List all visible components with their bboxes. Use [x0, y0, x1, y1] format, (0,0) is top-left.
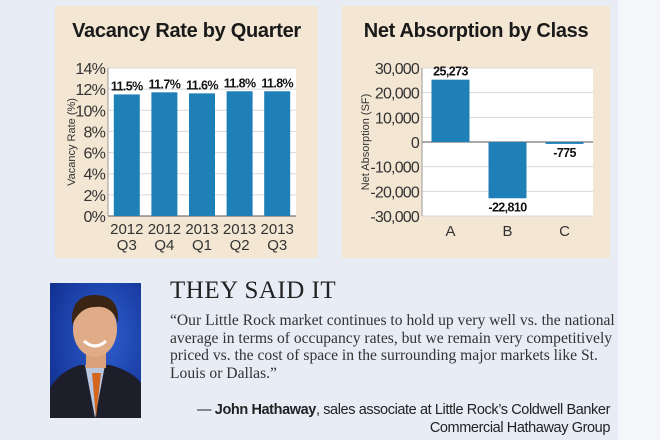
bar	[488, 142, 527, 199]
quote-heading: THEY SAID IT	[170, 277, 337, 304]
chart-title: Net Absorption by Class	[363, 20, 589, 42]
y-tick-label: 0%	[83, 209, 105, 226]
x-tick-label: A	[445, 223, 455, 240]
y-tick-label: 12%	[75, 82, 105, 99]
y-tick-label: 6%	[83, 146, 105, 163]
bar	[151, 92, 178, 216]
data-label: -22,810	[488, 200, 527, 214]
x-tick-label: 2013	[223, 221, 256, 238]
quote-text: “Our Little Rock market continues to hol…	[170, 312, 615, 382]
x-tick-label: Q3	[267, 237, 287, 254]
x-tick-label: 2013	[185, 221, 218, 238]
data-label: 11.5%	[111, 79, 143, 93]
y-tick-label: -20,000	[370, 184, 420, 201]
y-tick-label: 4%	[83, 167, 105, 184]
y-tick-label: 2%	[83, 188, 105, 205]
y-tick-label: 8%	[83, 124, 105, 141]
y-tick-label: 10%	[75, 103, 105, 120]
speaker-company: Commercial Hathaway Group	[429, 420, 611, 436]
y-axis-label: Net Absorption (SF)	[360, 94, 372, 191]
data-label: 11.8%	[261, 76, 293, 90]
x-tick-label: Q2	[230, 237, 250, 254]
chart-title: Vacancy Rate by Quarter	[72, 20, 301, 42]
y-tick-label: 20,000	[375, 86, 420, 103]
attribution-dash: —	[197, 402, 215, 418]
x-tick-label: 2012	[110, 221, 143, 238]
x-tick-label: 2012	[148, 221, 181, 238]
bar	[226, 91, 253, 216]
y-tick-label: -10,000	[370, 160, 420, 177]
absorption-chart-svg: -30,000 -20,000 -10,000 0 10,000 20,000 30,000…	[360, 61, 593, 240]
x-tick-label: 2013	[261, 221, 294, 238]
data-label: 11.8%	[224, 76, 256, 90]
x-tick-label: Q3	[117, 237, 137, 254]
bar	[431, 79, 470, 142]
vacancy-rate-chart: Vacancy Rate by Quarter 0% 2% 4% 6% 8% 10% 12%…	[55, 6, 318, 258]
data-label: 25,273	[433, 65, 468, 79]
y-tick-label: -30,000	[370, 209, 420, 226]
bar	[189, 93, 215, 216]
data-label: -775	[553, 146, 576, 160]
vacancy-chart-svg: 0%2%4%6%8%10%12%14%11.5%2012Q311.7%2012Q…	[66, 61, 296, 254]
portrait-photo	[50, 283, 141, 418]
net-absorption-chart: Net Absorption by Class -30,000 -20,000 -1…	[342, 6, 610, 258]
y-axis-label: Vacancy Rate (%)	[66, 98, 78, 186]
data-label: 11.6%	[186, 78, 218, 92]
bar	[264, 91, 291, 216]
speaker-name: John Hathaway	[214, 402, 317, 418]
y-tick-label: 0	[411, 135, 420, 152]
y-tick-label: 14%	[75, 61, 105, 78]
x-tick-label: C	[559, 223, 570, 240]
y-tick-label: 10,000	[375, 110, 420, 127]
bar	[113, 94, 140, 216]
x-tick-label: B	[502, 223, 512, 240]
quote-attribution: — John Hathaway, sales associate at Litt…	[197, 401, 610, 437]
y-tick-label: 30,000	[375, 61, 420, 78]
bar	[545, 142, 584, 144]
x-tick-label: Q4	[154, 237, 174, 254]
x-tick-label: Q1	[192, 237, 212, 254]
data-label: 11.7%	[149, 77, 181, 91]
speaker-role: , sales associate at Little Rock’s Coldw…	[315, 402, 610, 418]
page-edge	[618, 0, 660, 440]
